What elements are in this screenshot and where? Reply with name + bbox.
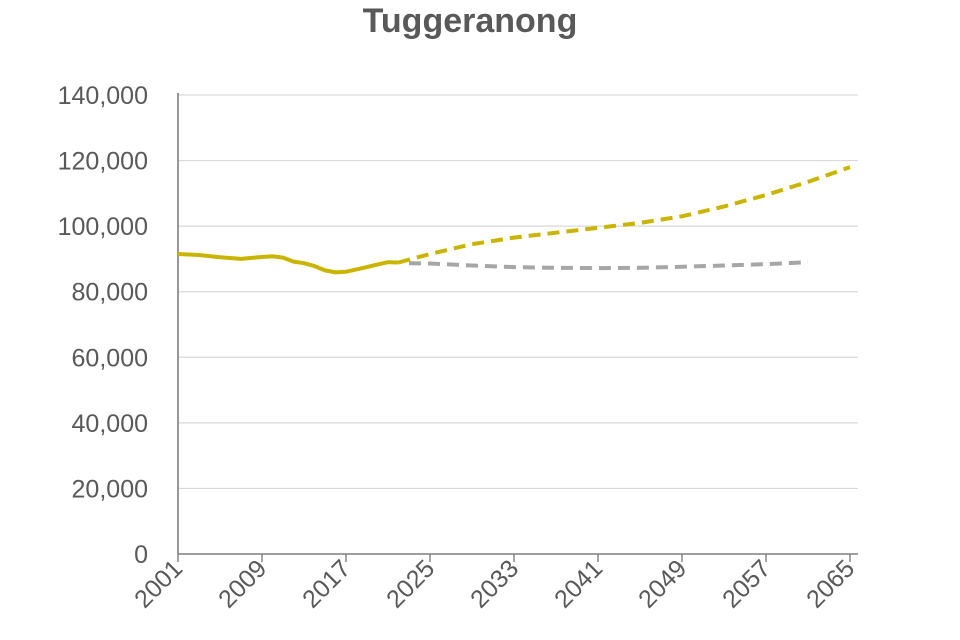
x-tick-label: 2049 bbox=[633, 554, 692, 613]
y-tick-label: 140,000 bbox=[58, 82, 148, 110]
gridlines bbox=[178, 94, 858, 490]
series-line-1 bbox=[177, 252, 399, 275]
y-axis-ticks: 0 20,000 40,000 60,000 80,000 100,000 120,000 1… bbox=[58, 82, 148, 569]
y-tick-label: 20,000 bbox=[72, 475, 148, 503]
x-tick-label: 2041 bbox=[549, 554, 608, 613]
x-tick-label: 2065 bbox=[801, 554, 860, 613]
y-tick-label: 0 bbox=[134, 541, 148, 569]
chart-title: Tuggeranong bbox=[363, 2, 578, 40]
x-axis-ticks: 2001 2009 2017 2025 2033 2041 2049 2057 2065 bbox=[129, 554, 860, 614]
x-tick-label: 2025 bbox=[381, 554, 440, 613]
x-tick-label: 2017 bbox=[297, 554, 356, 613]
y-tick-label: 100,000 bbox=[58, 213, 148, 241]
series-line-2 bbox=[397, 165, 851, 265]
series-line-3 bbox=[408, 260, 809, 271]
y-tick-label: 80,000 bbox=[72, 279, 148, 307]
axes bbox=[177, 93, 858, 555]
x-tick-label: 2057 bbox=[717, 554, 776, 613]
y-tick-label: 60,000 bbox=[72, 344, 148, 372]
x-tick-label: 2033 bbox=[465, 554, 524, 613]
x-tick-label: 2009 bbox=[213, 554, 272, 613]
y-tick-label: 120,000 bbox=[58, 148, 148, 176]
series-lines bbox=[177, 165, 851, 275]
y-tick-label: 40,000 bbox=[72, 410, 148, 438]
